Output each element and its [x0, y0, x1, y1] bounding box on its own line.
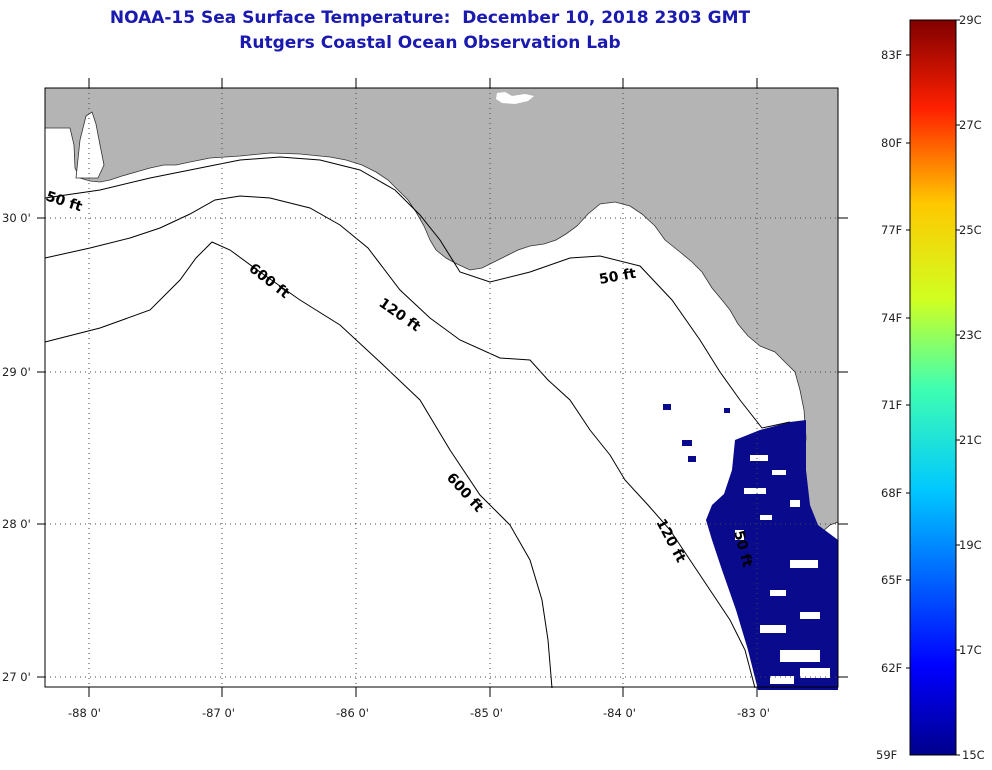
- colorbar-gradient: [909, 19, 957, 756]
- longitude-tick-label: -85 0': [470, 706, 503, 720]
- colorbar-c-label: 17C: [959, 643, 982, 657]
- longitude-tick-label: -84 0': [603, 706, 636, 720]
- colorbar-f-label: 65F: [881, 573, 903, 587]
- colorbar-f-label: 59F: [876, 748, 898, 762]
- longitude-tick-label: -86 0': [336, 706, 369, 720]
- sst-specks: [663, 404, 730, 462]
- colorbar-f-label: 62F: [881, 661, 903, 675]
- longitude-tick-label: -87 0': [202, 706, 235, 720]
- tick-marks: [37, 78, 848, 697]
- bay: [75, 111, 105, 179]
- latitude-tick-label: 28 0': [2, 517, 31, 531]
- colorbar-c-label: 27C: [959, 118, 982, 132]
- contour-120ft: [44, 195, 756, 689]
- colorbar-c-label: 23C: [959, 328, 982, 342]
- colorbar-c-label: 25C: [959, 223, 982, 237]
- map-frame: [44, 87, 839, 688]
- contour-label: 50 ft: [598, 266, 638, 288]
- grid: [45, 88, 838, 687]
- colorbar-f-label: 83F: [881, 48, 903, 62]
- chart-title: NOAA-15 Sea Surface Temperature: Decembe…: [109, 8, 751, 28]
- sst-data-patch: [706, 420, 838, 690]
- contour-600ft: [44, 241, 553, 689]
- colorbar-f-label: 80F: [881, 136, 903, 150]
- cloud-gaps: [735, 455, 830, 684]
- longitude-tick-label: -88 0': [68, 706, 101, 720]
- colorbar-f-label: 68F: [881, 486, 903, 500]
- latitude-tick-label: 30 0': [2, 211, 31, 225]
- chart-subtitle: Rutgers Coastal Ocean Observation Lab: [239, 33, 621, 53]
- colorbar-f-label: 77F: [881, 223, 903, 237]
- colorbar-f-label: 71F: [881, 398, 903, 412]
- land-area: [44, 87, 839, 541]
- colorbar-c-label: 29C: [959, 13, 982, 27]
- latitude-tick-label: 27 0': [2, 670, 31, 684]
- latitude-tick-label: 29 0': [2, 365, 31, 379]
- colorbar-c-label: 21C: [959, 433, 982, 447]
- colorbar-c-label: 15C: [962, 748, 985, 762]
- longitude-tick-label: -83 0': [737, 706, 770, 720]
- colorbar-f-label: 74F: [881, 311, 903, 325]
- sst-map: 50 ft 600 ft 120 ft 50 ft 600 ft 120 ft …: [37, 78, 848, 697]
- contour-50ft: [44, 156, 791, 429]
- colorbar-c-label: 19C: [959, 538, 982, 552]
- inland-lake: [496, 92, 534, 104]
